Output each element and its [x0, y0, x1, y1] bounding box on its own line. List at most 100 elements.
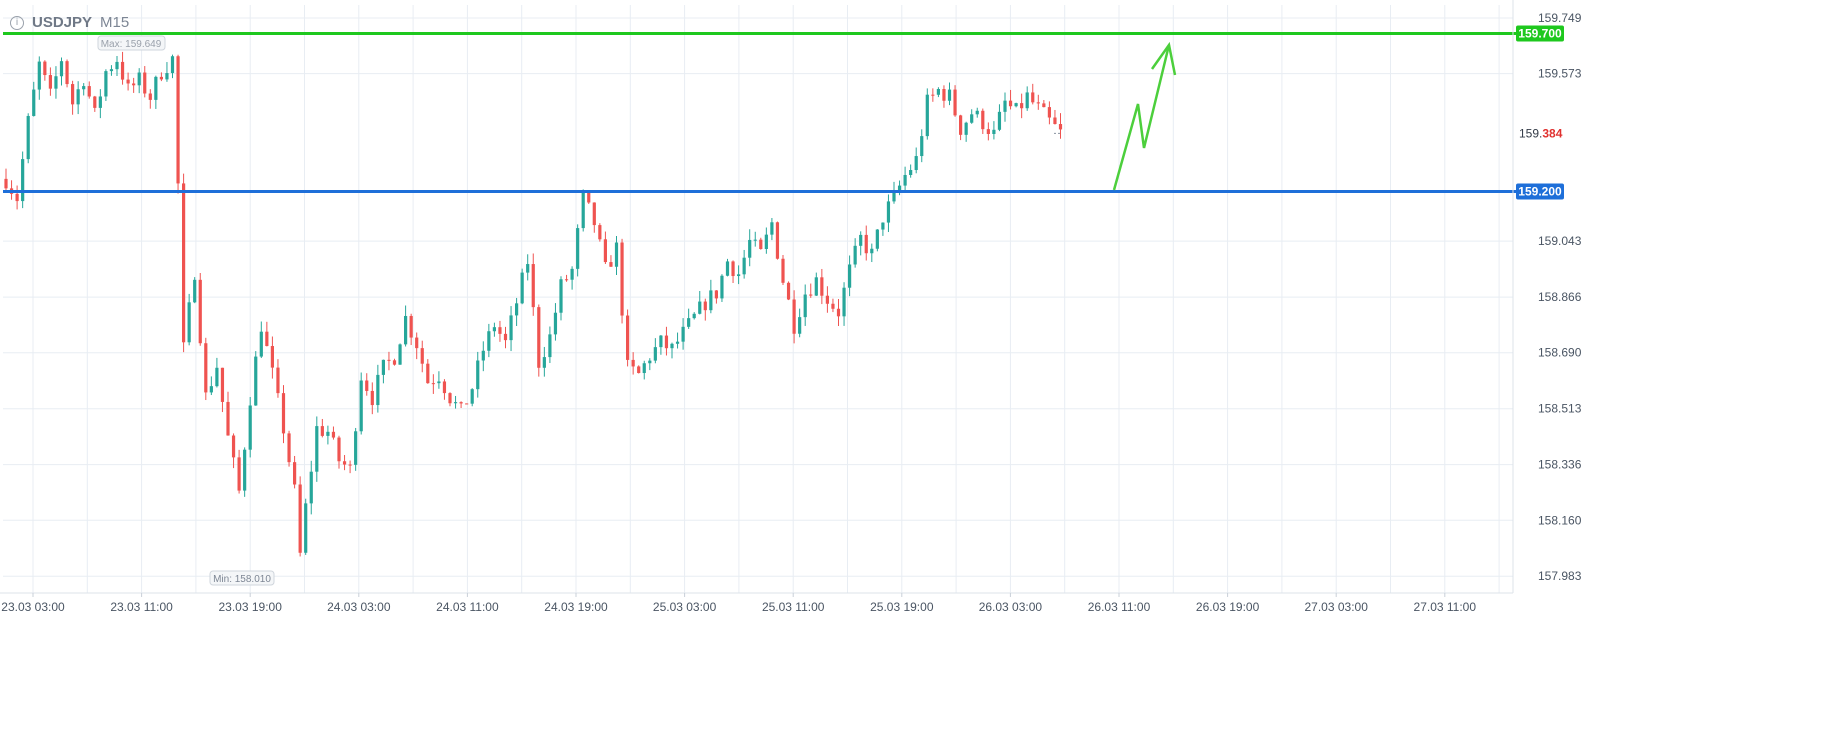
candle-body — [648, 360, 652, 364]
candle-body — [215, 367, 219, 387]
candle-body — [526, 264, 530, 273]
candle-body — [1014, 103, 1018, 107]
candle-body — [759, 239, 763, 250]
forecast-path — [1112, 44, 1171, 191]
x-tick-label: 23.03 19:00 — [218, 600, 282, 614]
candle-body — [631, 359, 635, 367]
max-marker-box — [97, 35, 166, 51]
x-tick-label: 25.03 11:00 — [762, 600, 825, 614]
candle-body — [942, 89, 946, 101]
candle-body — [387, 359, 391, 361]
candle-body — [836, 308, 841, 317]
candle-body — [992, 129, 996, 134]
candle-body — [98, 96, 102, 108]
candle-body — [1025, 92, 1029, 109]
candle-body — [259, 331, 263, 357]
candle-body — [592, 202, 596, 226]
x-axis: 23.03 03:00 23.03 11:00 23.03 19:00 24.03 0… — [0, 592, 1513, 614]
candle-body — [415, 337, 419, 349]
x-tick-label: 24.03 11:00 — [436, 600, 499, 614]
candle-body — [231, 435, 236, 458]
y-tick-label: 158.160 — [1538, 513, 1582, 527]
candle-body — [731, 261, 735, 277]
x-tick-label: 27.03 11:00 — [1414, 600, 1477, 614]
info-circle-icon[interactable]: i — [10, 15, 24, 30]
candle-body — [109, 69, 114, 72]
y-tick-label: 159.573 — [1538, 67, 1582, 81]
y-tick-label: 158.336 — [1538, 458, 1582, 472]
candle-body — [182, 183, 186, 343]
forecast-arrowhead — [1150, 41, 1177, 76]
candle-body — [265, 331, 269, 347]
candle-body — [132, 83, 136, 86]
candle-body — [287, 433, 291, 463]
candle-body — [154, 76, 158, 100]
candle-body — [687, 318, 691, 327]
candle-body — [337, 437, 341, 462]
x-tick-label: 25.03 03:00 — [653, 600, 717, 614]
candle-body — [803, 294, 807, 318]
candle-body — [637, 366, 641, 374]
candle-body — [126, 79, 130, 84]
candle-body — [398, 344, 402, 365]
candle-body — [814, 277, 818, 296]
x-tick-label: 27.03 03:00 — [1304, 600, 1368, 614]
candle-body — [531, 264, 535, 308]
candle-body — [137, 72, 141, 86]
x-tick-label: 24.03 19:00 — [544, 600, 608, 614]
candle-body — [959, 115, 963, 135]
candle-body — [892, 190, 896, 202]
candle-body — [664, 335, 669, 349]
candle-body — [1020, 103, 1024, 109]
x-tick-label: 24.03 03:00 — [327, 600, 391, 614]
candle-body — [875, 229, 879, 249]
candle-body — [670, 343, 674, 349]
candle-body — [542, 357, 546, 368]
x-tick-label: 23.03 11:00 — [110, 600, 173, 614]
max-marker-label: Max: 159.649 — [101, 39, 162, 50]
grid-horizontal — [3, 17, 1513, 577]
candle-body — [459, 402, 463, 404]
candle-body — [786, 282, 791, 300]
candle-body — [376, 374, 380, 406]
candle-body — [143, 72, 147, 94]
candle-body — [587, 190, 591, 203]
candle-body — [775, 222, 780, 259]
candle-body — [720, 275, 724, 299]
candle-body — [642, 363, 646, 374]
candle-body — [226, 401, 230, 436]
candle-body — [359, 380, 363, 432]
timeframe-label[interactable]: M15 — [100, 14, 130, 31]
candle-body — [548, 334, 552, 358]
candle-body — [304, 503, 308, 553]
candle-body — [420, 348, 424, 364]
candle-body — [170, 56, 175, 74]
x-tick-label: 25.03 19:00 — [870, 600, 934, 614]
candle-body — [903, 174, 907, 186]
x-tick-label: 26.03 03:00 — [979, 600, 1043, 614]
candle-body — [270, 346, 274, 368]
candle-body — [947, 89, 952, 101]
candle-body — [71, 84, 75, 105]
candle-body — [409, 315, 413, 338]
candle-body — [148, 93, 152, 100]
candle-body — [703, 301, 707, 311]
candle-body — [254, 356, 258, 406]
candle-body — [620, 242, 624, 316]
candle-body — [936, 89, 940, 95]
candle-body — [498, 327, 502, 334]
candle-body — [481, 350, 485, 361]
candle-body — [392, 360, 397, 365]
candle-body — [281, 393, 286, 434]
candle-body — [442, 381, 447, 394]
candle-body — [204, 343, 208, 393]
candle-body — [193, 279, 197, 303]
candle-body — [675, 341, 680, 344]
candle-body — [465, 403, 469, 405]
forecast — [1112, 41, 1177, 191]
candle-body — [997, 111, 1002, 130]
candle-body — [509, 315, 513, 341]
candle-body — [220, 367, 225, 402]
candle-body — [848, 264, 852, 288]
current-price-label: 159.384 — [1519, 126, 1563, 140]
